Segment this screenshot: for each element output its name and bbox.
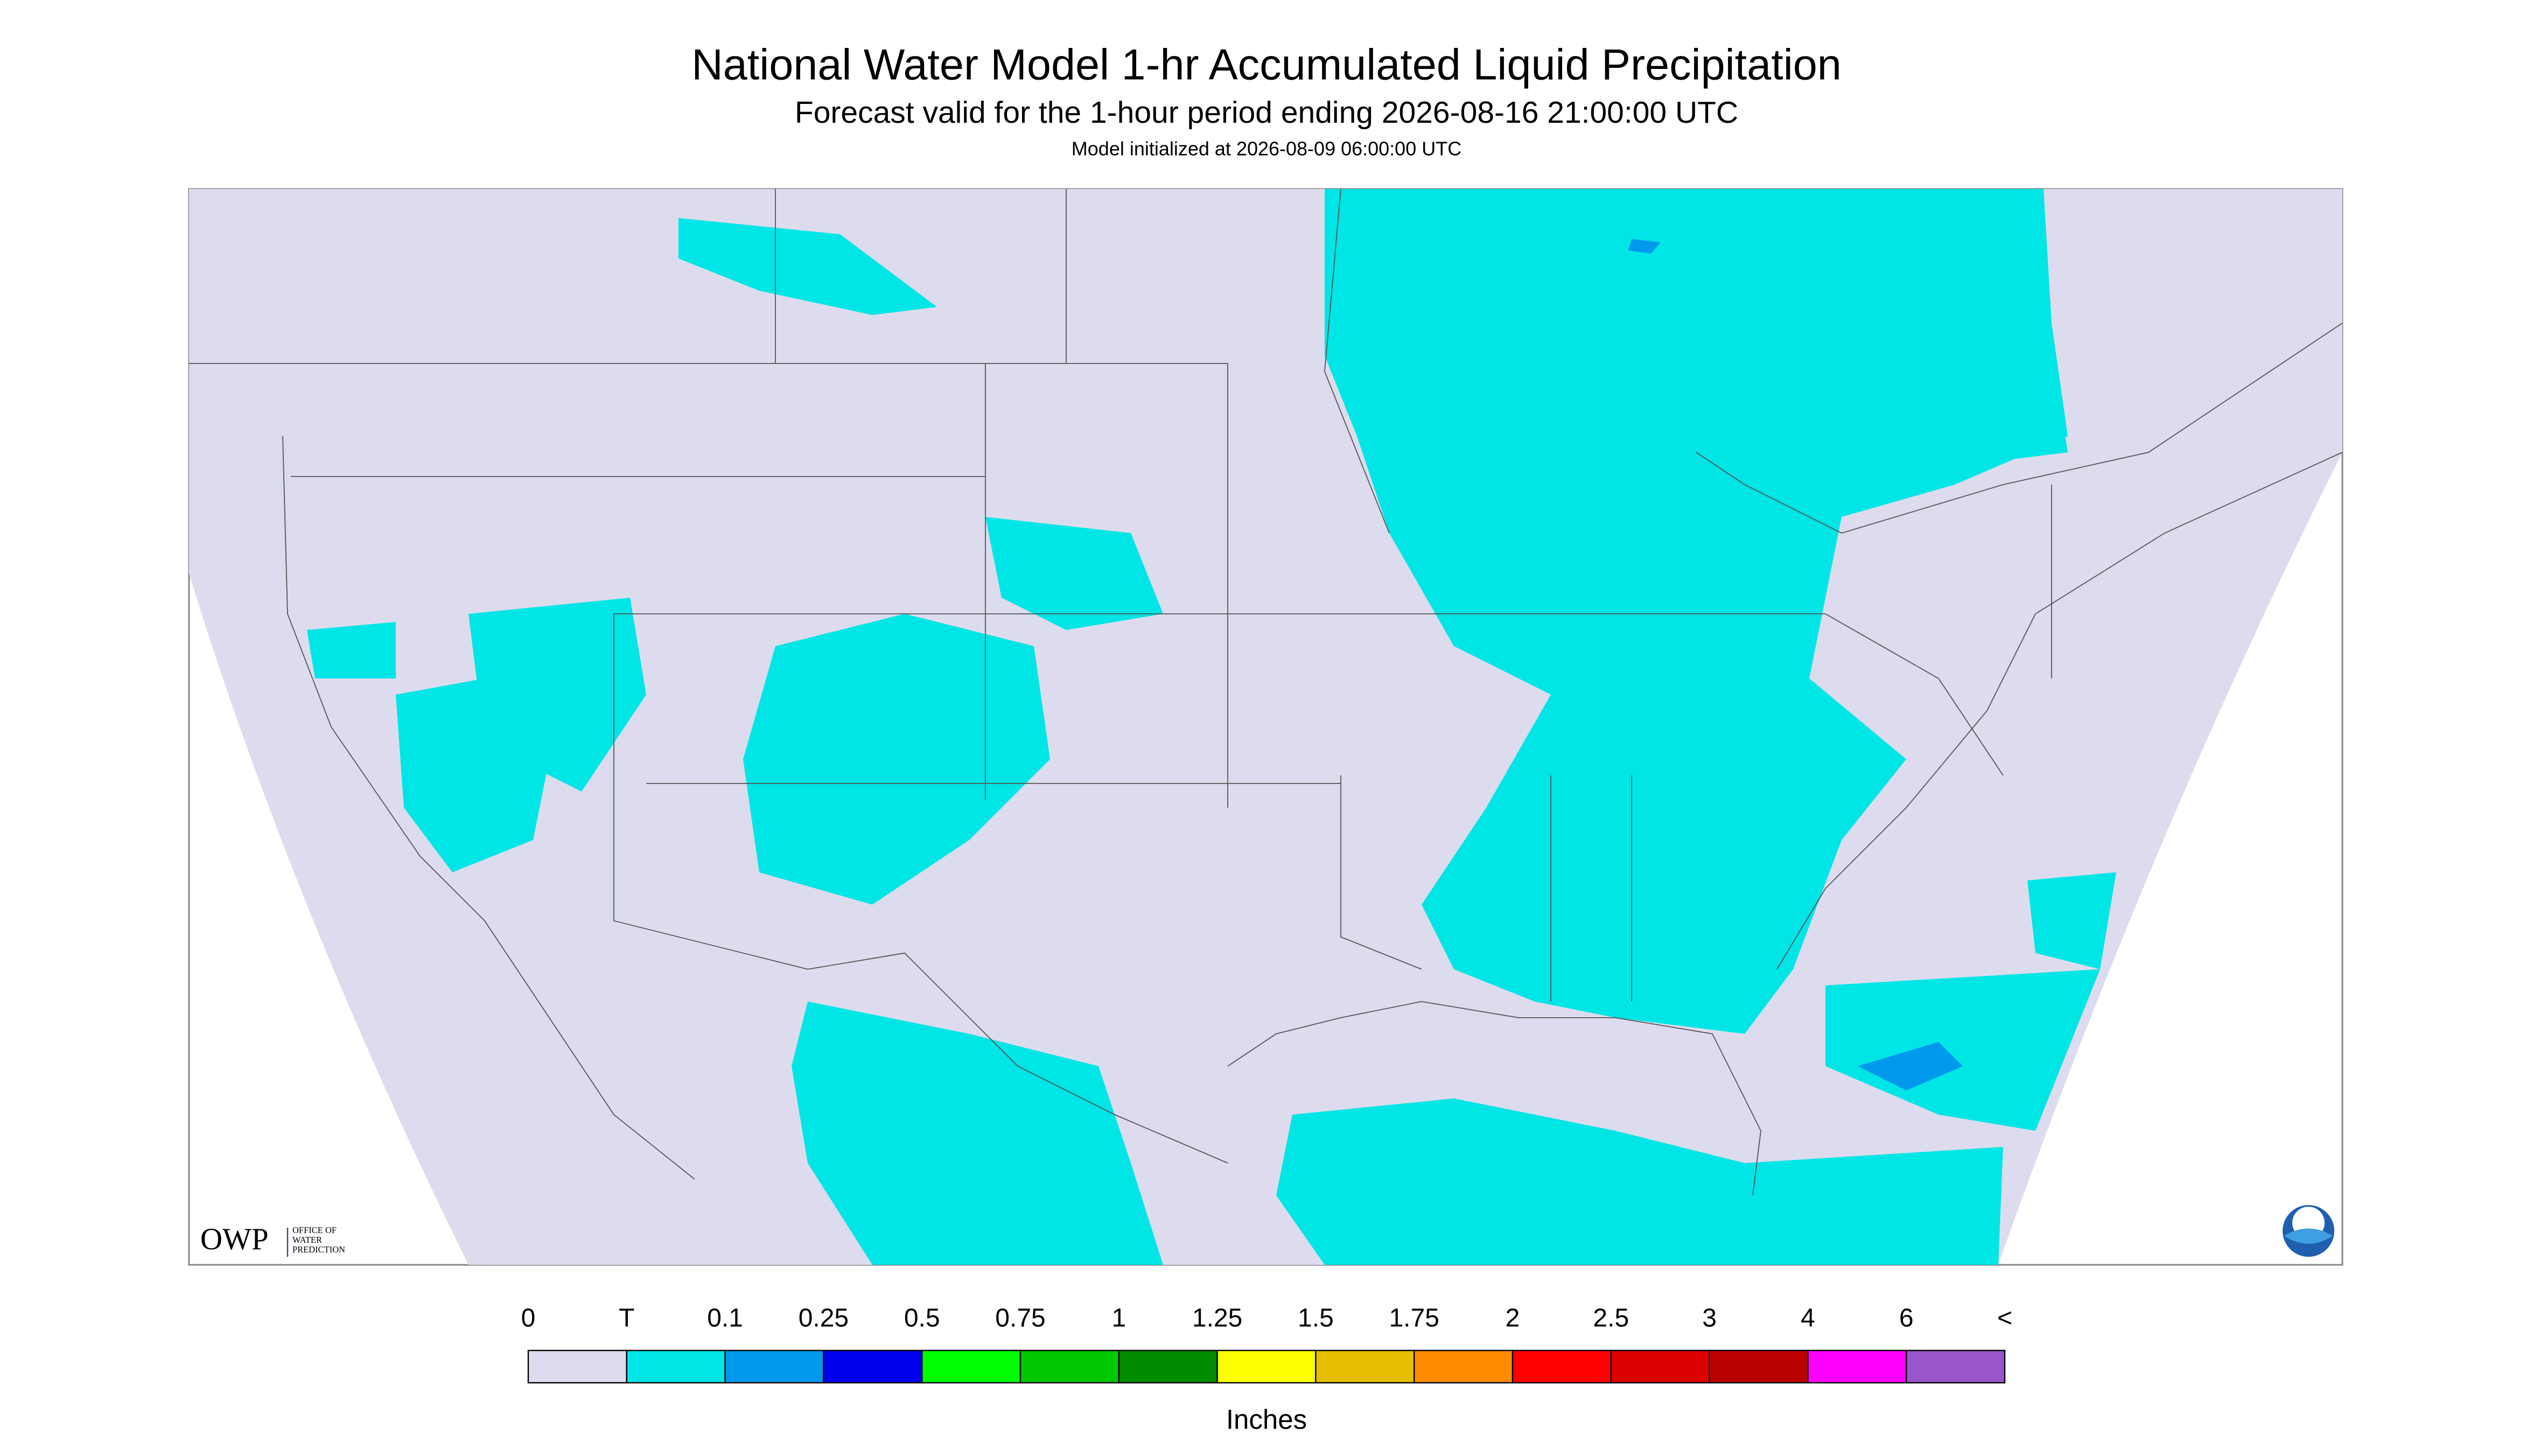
borders [189,188,2343,1196]
legend-label: 1 [1111,1304,1126,1333]
map: OWP OFFICE OF WATER PREDICTION [188,188,2343,1266]
state-lines [189,188,2343,1164]
legend-label: 3 [1702,1304,1717,1333]
init-time: Model initialized at 2026-08-09 06:00:00… [1072,138,1461,160]
legend-label: 0.25 [799,1304,849,1333]
legend-swatch [1610,1349,1710,1384]
legend-swatch [921,1349,1021,1384]
precip-area [307,189,2116,1265]
legend: Inches 0 T 0.1 0.25 0.5 0.75 1 1.25 1.5 1.75 2 2.5 3… [521,1304,2012,1435]
legend-swatch [1905,1349,2006,1384]
legend-label: 2.5 [1593,1304,1629,1333]
owp-logo: OWP OFFICE OF WATER PREDICTION [200,1222,345,1257]
heavy-precip [1628,239,1661,254]
legend-label: 1.25 [1192,1304,1242,1333]
legend-label: 2 [1506,1304,1520,1333]
blob [678,218,937,316]
legend-label: 0.5 [904,1304,940,1333]
blob [792,1002,1163,1265]
blob [468,598,646,792]
legend-label: 4 [1801,1304,1815,1333]
noaa-logo [2283,1205,2334,1257]
legend-swatch [1019,1349,1120,1384]
legend-label: 6 [1899,1304,1914,1333]
coastline [282,436,2343,1196]
legend-label: 0.75 [995,1304,1045,1333]
legend-swatch [1315,1349,1415,1384]
blob [1825,969,2100,1131]
legend-label: 1.75 [1389,1304,1439,1333]
logo-subtext: WATER [292,1235,322,1245]
legend-label: T [619,1304,634,1333]
legend-swatch [527,1349,628,1384]
legend-swatch [626,1349,726,1384]
blob [985,517,1163,631]
legend-unit: Inches [1226,1404,1307,1434]
legend-swatch [1118,1349,1218,1384]
blob [743,614,1050,905]
legend-label: 0.1 [707,1304,743,1333]
legend-swatch [1414,1349,1514,1384]
blob [1276,1098,2003,1265]
logo-text: OWP [200,1222,269,1256]
legend-swatch [724,1349,824,1384]
blob [307,622,396,679]
subtitle: Forecast valid for the 1-hour period end… [795,95,1738,130]
title: National Water Model 1-hr Accumulated Li… [691,40,1842,89]
blob [1842,347,2068,469]
legend-swatch [1807,1349,1907,1384]
heavy-precip [1858,1042,1963,1091]
legend-label: 1.5 [1298,1304,1334,1333]
blob [2027,872,2116,970]
legend-swatch [823,1349,923,1384]
legend-label: 0 [521,1304,536,1333]
legend-swatch [1709,1349,1809,1384]
legend-label: < [1997,1304,2012,1333]
legend-swatch [1512,1349,1612,1384]
logo-subtext: OFFICE OF [292,1225,337,1235]
logo-subtext: PREDICTION [292,1244,345,1255]
legend-swatch [1216,1349,1317,1384]
